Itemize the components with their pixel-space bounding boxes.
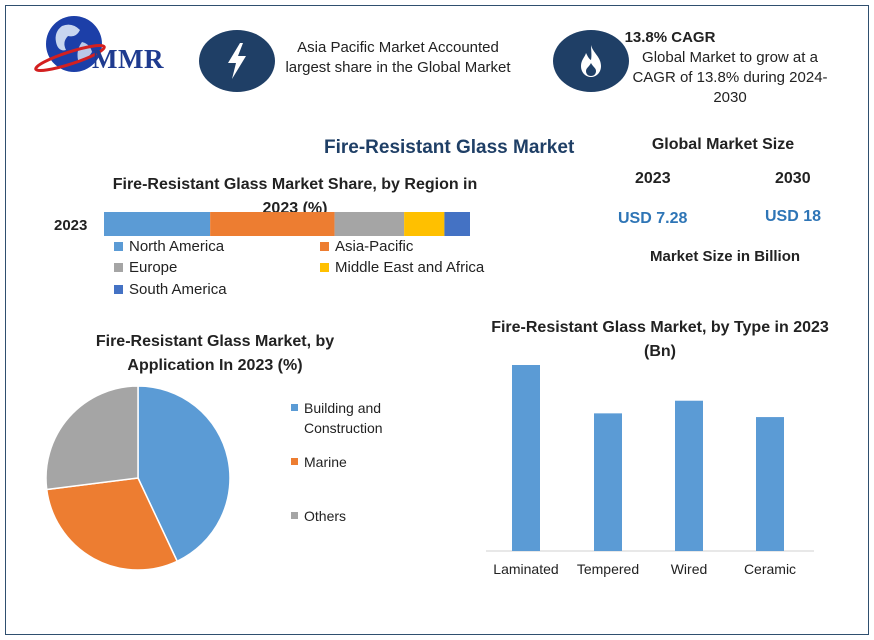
pie-legend-item-others: Others [291, 506, 421, 526]
legend-label: Asia-Pacific [335, 238, 414, 255]
region-segment-south-america [444, 212, 470, 236]
lightning-icon [228, 43, 246, 79]
legend-item-europe: Europe [114, 259, 177, 276]
region-segment-europe [334, 212, 405, 236]
x-tick-label-laminated: Laminated [493, 561, 558, 577]
logo: MMR [22, 12, 192, 82]
lightning-badge [199, 30, 275, 92]
cagr-text: Global Market to grow at a CAGR of 13.8%… [632, 49, 828, 106]
legend-label: Marine [304, 454, 347, 470]
legend-label: Middle East and Africa [335, 259, 485, 276]
market-size-value-2023: USD 7.28 [618, 210, 688, 227]
market-size-unit: Market Size in Billion [650, 248, 801, 265]
region-segment-north-america [104, 212, 211, 236]
legend-label: Others [304, 508, 347, 524]
legend-label: Building and Construction [304, 400, 383, 436]
infographic-frame [5, 5, 869, 635]
type-bar-tempered [594, 413, 622, 551]
legend-item-south-america: South America [114, 281, 227, 298]
legend-swatch [291, 512, 298, 519]
pie-legend-item-marine: Marine [291, 452, 421, 472]
legend-label: Europe [129, 259, 178, 276]
type-bar-chart: Laminated Tempered Wired Ceramic [486, 365, 814, 577]
pie-slice-building-and-construction [137, 385, 231, 563]
legend-swatch [291, 458, 298, 465]
x-tick-label-tempered: Tempered [577, 561, 639, 577]
market-size-value-2030: USD 18 [765, 208, 822, 225]
market-size-year-2023: 2023 [635, 170, 671, 187]
region-bar-category-label: 2023 [54, 217, 88, 234]
globe-logo-icon [34, 16, 106, 73]
legend-swatch [114, 263, 123, 272]
logo-text: MMR [92, 44, 164, 74]
market-size-year-2030: 2030 [775, 170, 811, 187]
market-size-title: Global Market Size [651, 136, 795, 153]
highlight-asia-pacific: Asia Pacific Market Accounted largest sh… [285, 39, 511, 76]
legend-swatch [114, 285, 123, 294]
cagr-title: 13.8% CAGR [624, 29, 716, 46]
pie-legend-item-building-and-construction: Building and Construction [291, 398, 421, 438]
legend-swatch [291, 404, 298, 411]
legend-label: South America [129, 281, 227, 298]
legend-swatch [320, 242, 329, 251]
type-bar-ceramic [756, 417, 784, 551]
legend-swatch [320, 263, 329, 272]
pie-slice-others [45, 385, 139, 491]
type-chart-title: Fire-Resistant Glass Market, by Type in … [491, 319, 829, 360]
legend-swatch [114, 242, 123, 251]
legend-label: North America [129, 238, 225, 255]
legend-item-middle-east-and-africa: Middle East and Africa [320, 259, 484, 276]
type-bar-wired [675, 400, 703, 551]
x-tick-label-wired: Wired [671, 561, 708, 577]
legend-item-north-america: North America [114, 238, 224, 255]
main-title: Fire-Resistant Glass Market [324, 137, 575, 158]
application-pie-chart [45, 385, 231, 571]
flame-badge [553, 30, 629, 92]
region-segment-asia-pacific [210, 212, 335, 236]
flame-icon [581, 45, 601, 77]
legend-item-asia-pacific: Asia-Pacific [320, 238, 413, 255]
region-stacked-bar [104, 212, 470, 236]
pie-slice-marine [45, 477, 179, 571]
x-tick-label-ceramic: Ceramic [744, 561, 796, 577]
application-chart-title: Fire-Resistant Glass Market, by Applicat… [95, 333, 335, 374]
type-bar-laminated [512, 365, 540, 551]
region-segment-middle-east-and-africa [404, 212, 445, 236]
